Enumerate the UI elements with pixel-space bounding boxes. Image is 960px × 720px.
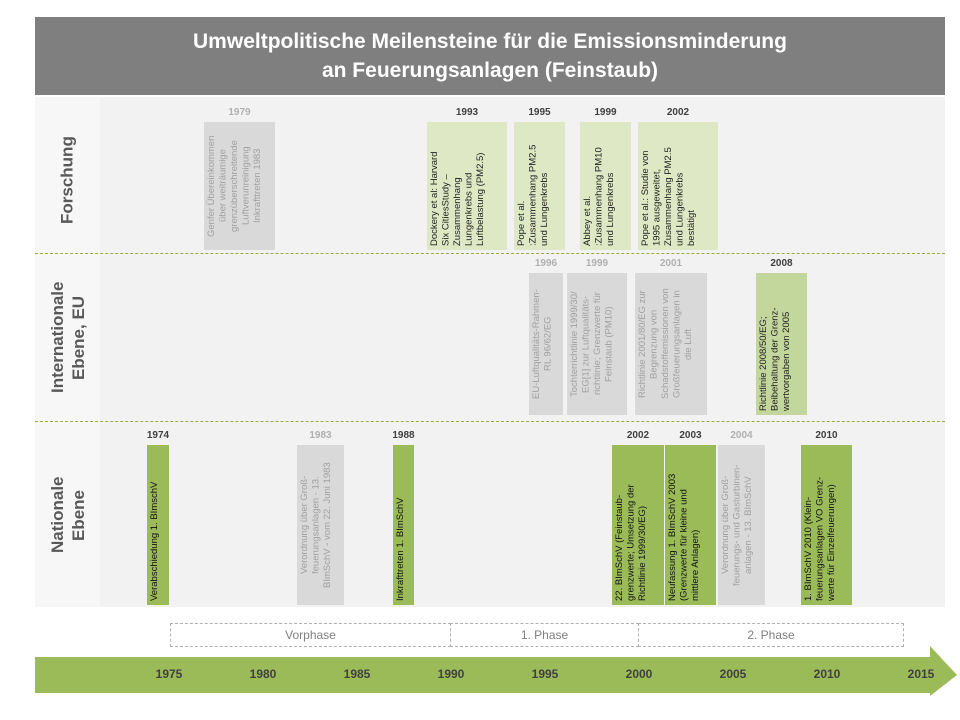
milestone-year: 1996	[534, 258, 558, 269]
row-divider	[35, 421, 945, 422]
milestone-year: 2001	[659, 258, 683, 269]
milestone-year: 1974	[146, 430, 170, 441]
axis-tick-label: 1985	[343, 667, 371, 681]
axis-tick-label: 1975	[155, 667, 183, 681]
axis-tick-label: 2010	[813, 667, 841, 681]
milestone-year: 2008	[770, 258, 793, 269]
milestone-year: 2010	[815, 430, 838, 441]
milestone-year: 2002	[666, 107, 690, 118]
milestone-year: 1988	[392, 430, 415, 441]
milestone-year: 1993	[455, 107, 479, 118]
row-divider	[35, 253, 945, 254]
milestone-year: 2004	[730, 430, 753, 441]
axis-tick-label: 1990	[437, 667, 465, 681]
axis-tick-label: 2000	[625, 667, 653, 681]
milestone-year: 2003	[679, 430, 702, 441]
milestone-year: 1983	[309, 430, 332, 441]
axis-tick-label: 2015	[907, 667, 935, 681]
milestone-year: 1999	[585, 258, 609, 269]
arrow-shape	[35, 646, 957, 696]
milestone-year: 1995	[528, 107, 551, 118]
axis-tick-label: 2005	[719, 667, 747, 681]
axis-tick-label: 1995	[531, 667, 559, 681]
axis-tick-label: 1980	[249, 667, 277, 681]
phase-2: 2. Phase	[638, 623, 904, 647]
milestone-year: 1999	[594, 107, 617, 118]
row-label-column	[35, 97, 100, 607]
page-title: Umweltpolitische Meilensteine für die Em…	[35, 17, 945, 95]
milestone-year: 2002	[626, 430, 650, 441]
milestone-year: 1979	[228, 107, 251, 118]
